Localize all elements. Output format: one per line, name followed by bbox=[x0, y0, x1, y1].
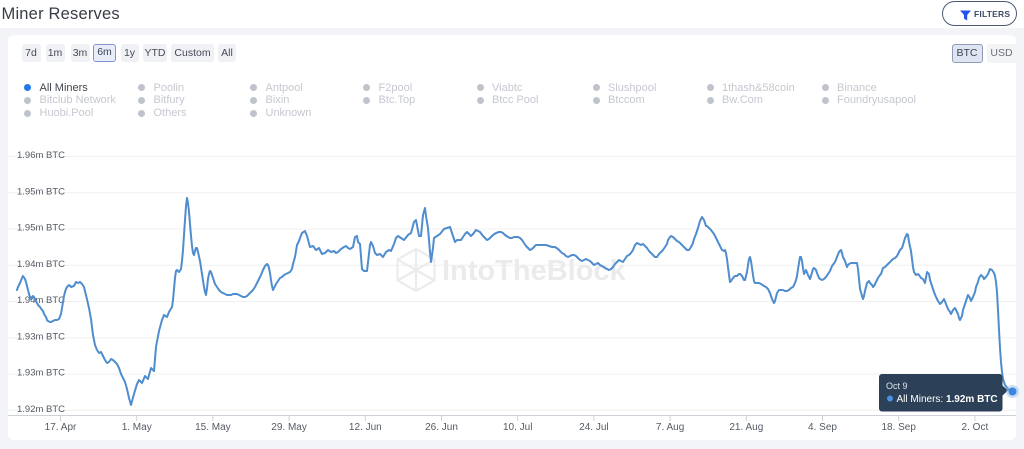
svg-text:1.96m BTC: 1.96m BTC bbox=[17, 150, 65, 161]
svg-text:15. May: 15. May bbox=[195, 422, 231, 433]
svg-text:24. Jul: 24. Jul bbox=[579, 422, 608, 433]
svg-text:Oct 9: Oct 9 bbox=[886, 381, 908, 391]
svg-text:1. May: 1. May bbox=[122, 422, 152, 433]
svg-text:1.94m BTC: 1.94m BTC bbox=[17, 259, 65, 270]
svg-text:1.93m BTC: 1.93m BTC bbox=[17, 368, 65, 379]
svg-text:IntoTheBlock: IntoTheBlock bbox=[442, 255, 627, 287]
svg-text:1.93m BTC: 1.93m BTC bbox=[17, 331, 65, 342]
svg-text:26. Jun: 26. Jun bbox=[425, 422, 458, 433]
svg-text:17. Apr: 17. Apr bbox=[45, 422, 77, 433]
svg-text:1.92m BTC: 1.92m BTC bbox=[17, 404, 65, 415]
svg-text:1.95m BTC: 1.95m BTC bbox=[17, 223, 65, 234]
svg-text:2. Oct: 2. Oct bbox=[962, 422, 989, 433]
svg-text:12. Jun: 12. Jun bbox=[349, 422, 382, 433]
svg-text:29. May: 29. May bbox=[271, 422, 307, 433]
svg-text:1.94m BTC: 1.94m BTC bbox=[17, 295, 65, 306]
svg-text:18. Sep: 18. Sep bbox=[881, 422, 916, 433]
svg-text:21. Aug: 21. Aug bbox=[729, 422, 763, 433]
svg-text:1.95m BTC: 1.95m BTC bbox=[17, 186, 65, 197]
svg-text:7. Aug: 7. Aug bbox=[656, 422, 684, 433]
svg-text:10. Jul: 10. Jul bbox=[503, 422, 532, 433]
svg-text:4. Sep: 4. Sep bbox=[808, 422, 837, 433]
svg-text:All Miners: 1.92m BTC: All Miners: 1.92m BTC bbox=[897, 394, 998, 405]
